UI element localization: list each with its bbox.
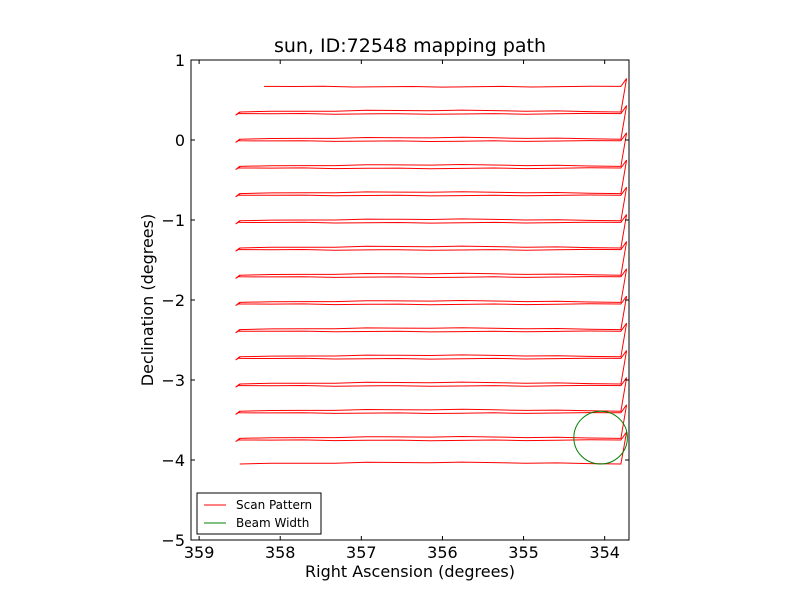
y-axis: 1 0 −1 −2 −3 −4 −5: [161, 51, 629, 550]
beam-width-circle: [573, 410, 628, 465]
legend-beam-label: Beam Width: [236, 516, 309, 530]
x-tick-label: 359: [184, 543, 215, 562]
plot-area: [235, 78, 628, 465]
x-tick-label: 354: [589, 543, 620, 562]
legend-box: [196, 492, 322, 535]
y-tick-label: −1: [161, 211, 185, 230]
legend-scan-label: Scan Pattern: [236, 498, 312, 512]
x-axis: 359 358 357 356 355 354: [184, 60, 620, 562]
y-tick-label: −3: [161, 371, 185, 390]
scan-pattern-line: [235, 78, 628, 465]
x-axis-label: Right Ascension (degrees): [305, 562, 515, 581]
y-tick-label: 0: [175, 131, 185, 150]
y-tick-label: −4: [161, 451, 185, 470]
y-tick-label: −5: [161, 531, 185, 550]
x-tick-label: 357: [346, 543, 377, 562]
y-axis-label: Declination (degrees): [138, 214, 157, 386]
legend: Scan Pattern Beam Width: [196, 492, 322, 535]
axes-frame: [190, 59, 630, 541]
chart-title: sun, ID:72548 mapping path: [274, 35, 546, 57]
y-tick-label: −2: [161, 291, 185, 310]
x-tick-label: 358: [265, 543, 296, 562]
x-tick-label: 356: [427, 543, 458, 562]
y-tick-label: 1: [175, 51, 185, 70]
x-tick-label: 355: [508, 543, 539, 562]
